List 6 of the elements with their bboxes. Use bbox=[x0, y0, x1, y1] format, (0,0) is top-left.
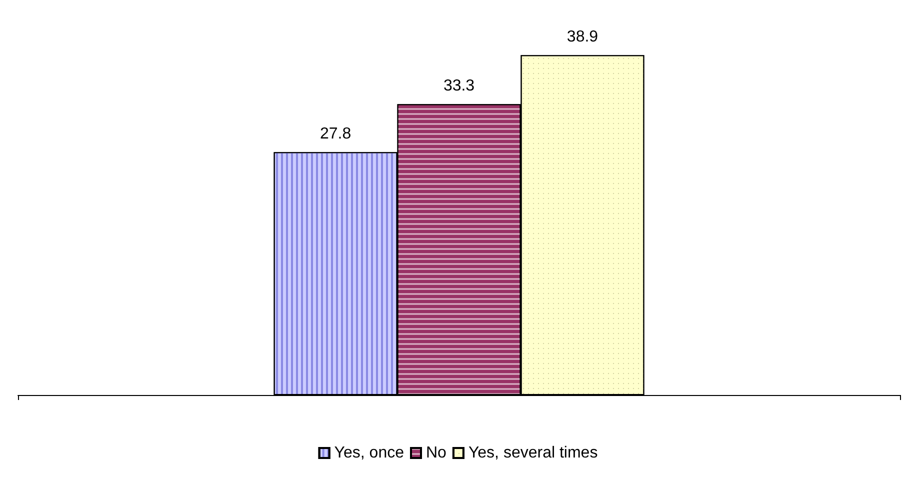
legend-label: Yes, once bbox=[334, 444, 404, 462]
data-label: 27.8 bbox=[320, 126, 352, 143]
data-label: 38.9 bbox=[566, 28, 598, 46]
legend-label: Yes, several times bbox=[468, 444, 598, 462]
legend-label: No bbox=[426, 444, 447, 462]
data-label: 33.3 bbox=[443, 78, 475, 95]
